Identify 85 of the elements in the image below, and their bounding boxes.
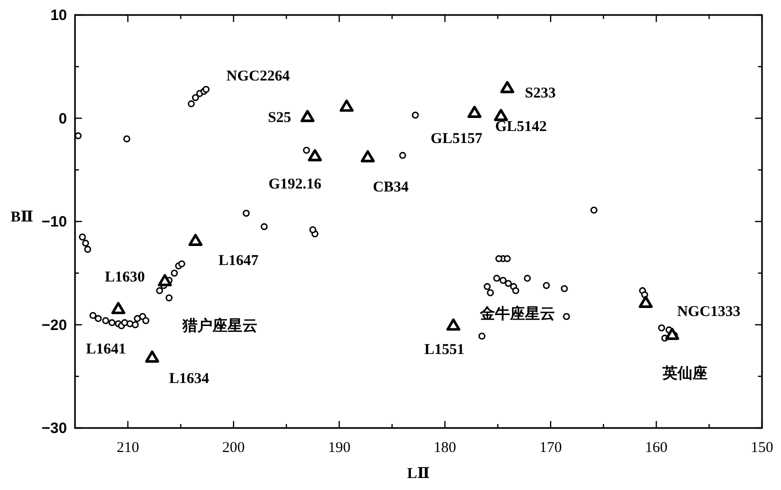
annotation: GL5142 (495, 119, 547, 136)
point (504, 280, 512, 287)
point (494, 108, 508, 122)
point (145, 350, 160, 363)
point (638, 296, 653, 308)
point (170, 270, 178, 277)
point (74, 132, 82, 140)
annotation: S25 (268, 110, 292, 126)
point (166, 294, 173, 302)
point (242, 210, 250, 217)
annotation: S233 (524, 85, 556, 102)
point (142, 317, 150, 324)
point (658, 324, 666, 332)
x-tick-label: 210 (116, 440, 140, 456)
annotation: NGC1333 (677, 304, 740, 320)
y-tick-label: 0 (58, 110, 67, 128)
point (504, 255, 511, 262)
point (412, 112, 419, 119)
annotation: 金牛座星云 (478, 304, 555, 322)
annotation: L1634 (169, 370, 210, 387)
annotation: G192.16 (268, 176, 322, 192)
point (158, 274, 172, 286)
point (486, 289, 494, 296)
x-tick-label: 150 (750, 440, 774, 456)
point (192, 94, 199, 102)
annotation: GL5157 (430, 131, 483, 148)
annotation: 猎户座星云 (181, 316, 258, 335)
point (188, 100, 195, 108)
point (126, 320, 134, 328)
y-tick-label: 10 (50, 7, 67, 24)
annotation: CB34 (372, 179, 410, 196)
point (156, 287, 164, 294)
annotation: L1551 (424, 342, 464, 358)
point (500, 81, 514, 94)
point (178, 260, 186, 268)
point (94, 315, 102, 322)
point (340, 100, 354, 112)
y-tick-label: −30 (42, 420, 67, 437)
point (590, 206, 598, 214)
point (132, 321, 139, 328)
point (111, 302, 126, 314)
point (478, 332, 486, 340)
point (102, 317, 110, 324)
point (446, 318, 460, 331)
annotation: L1641 (86, 341, 126, 358)
point (84, 246, 92, 253)
point (134, 315, 141, 322)
x-tick-label: 170 (539, 440, 562, 456)
point (188, 234, 202, 246)
point (302, 146, 310, 154)
point (108, 319, 116, 326)
y-axis-title: BⅡ (10, 210, 34, 226)
x-tick-label: 200 (222, 440, 245, 456)
x-tick-label: 160 (645, 440, 668, 456)
y-tick-label: −10 (42, 214, 67, 230)
point (308, 149, 322, 162)
point (500, 276, 507, 284)
point (560, 285, 568, 292)
point (468, 106, 482, 118)
x-tick-label: 190 (328, 440, 350, 456)
point (202, 86, 210, 93)
point (493, 274, 500, 282)
point (78, 233, 86, 240)
point (542, 282, 550, 290)
point (484, 283, 491, 290)
y-tick-label: −20 (42, 316, 67, 334)
point (524, 274, 531, 282)
point (82, 240, 90, 247)
x-tick-label: 180 (434, 440, 456, 456)
point (665, 328, 680, 340)
x-axis-title: LⅡ (407, 466, 430, 482)
point (123, 135, 130, 142)
point (300, 110, 315, 122)
point (309, 226, 316, 234)
point (512, 287, 520, 294)
annotation: L1647 (218, 253, 259, 270)
point (89, 312, 96, 319)
point (495, 255, 502, 262)
point (399, 152, 406, 159)
annotation: 英仙座 (662, 364, 708, 382)
annotation: NGC2264 (226, 68, 290, 84)
point (260, 223, 268, 230)
point (562, 312, 570, 320)
point (360, 150, 375, 162)
annotation: L1630 (104, 269, 145, 286)
